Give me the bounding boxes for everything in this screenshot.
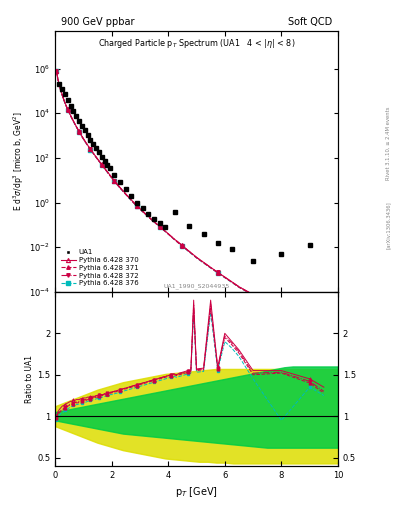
Y-axis label: Ratio to UA1: Ratio to UA1	[25, 355, 34, 403]
Text: [arXiv:1306.3436]: [arXiv:1306.3436]	[386, 201, 391, 249]
Text: 900 GeV ppbar: 900 GeV ppbar	[61, 17, 134, 27]
X-axis label: p$_T$ [GeV]: p$_T$ [GeV]	[175, 485, 218, 499]
Text: Charged Particle p$_T$ Spectrum (UA1   4 < |$\eta$| < 8): Charged Particle p$_T$ Spectrum (UA1 4 <…	[98, 37, 295, 50]
Text: Rivet 3.1.10, ≥ 2.4M events: Rivet 3.1.10, ≥ 2.4M events	[386, 106, 391, 180]
Text: UA1_1990_S2044935: UA1_1990_S2044935	[163, 284, 230, 289]
Y-axis label: E d$^{3}\sigma$/dp$^{3}$ [micro b, GeV$^{2}$]: E d$^{3}\sigma$/dp$^{3}$ [micro b, GeV$^…	[12, 112, 26, 211]
Text: Soft QCD: Soft QCD	[288, 17, 332, 27]
Legend: UA1, Pythia 6.428 370, Pythia 6.428 371, Pythia 6.428 372, Pythia 6.428 376: UA1, Pythia 6.428 370, Pythia 6.428 371,…	[59, 247, 140, 288]
